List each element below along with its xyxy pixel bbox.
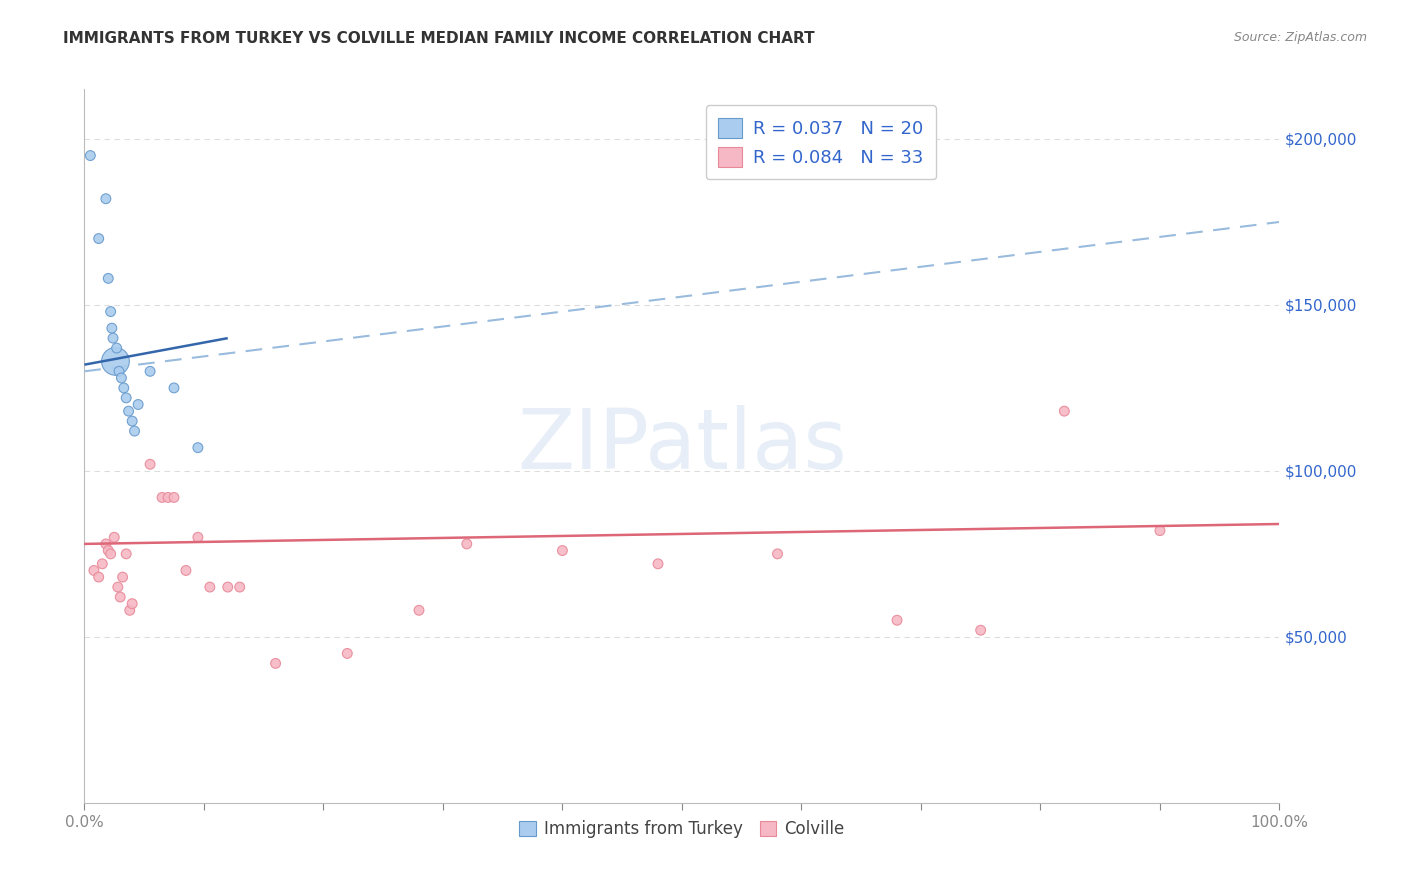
Point xyxy=(108,364,131,378)
Point xyxy=(163,381,186,395)
Point xyxy=(94,192,117,206)
Point xyxy=(336,647,359,661)
Point xyxy=(229,580,252,594)
Point xyxy=(112,381,135,395)
Point xyxy=(79,148,101,162)
Point xyxy=(107,580,129,594)
Point xyxy=(105,341,128,355)
Point xyxy=(139,364,162,378)
Point xyxy=(115,547,138,561)
Point xyxy=(97,271,120,285)
Point xyxy=(87,231,110,245)
Point xyxy=(97,543,120,558)
Text: Source: ZipAtlas.com: Source: ZipAtlas.com xyxy=(1233,31,1367,45)
Point xyxy=(766,547,789,561)
Point xyxy=(101,331,124,345)
Point xyxy=(91,557,114,571)
Text: IMMIGRANTS FROM TURKEY VS COLVILLE MEDIAN FAMILY INCOME CORRELATION CHART: IMMIGRANTS FROM TURKEY VS COLVILLE MEDIA… xyxy=(63,31,815,46)
Point xyxy=(101,321,124,335)
Point xyxy=(100,547,122,561)
Point xyxy=(111,570,134,584)
Point xyxy=(217,580,239,594)
Point xyxy=(127,397,149,411)
Point xyxy=(1053,404,1076,418)
Point xyxy=(198,580,221,594)
Point xyxy=(118,603,141,617)
Point xyxy=(94,537,117,551)
Point xyxy=(115,391,138,405)
Point xyxy=(121,597,143,611)
Point xyxy=(408,603,430,617)
Point xyxy=(121,414,143,428)
Point xyxy=(150,491,173,505)
Point xyxy=(139,457,162,471)
Point xyxy=(886,613,908,627)
Point xyxy=(1149,524,1171,538)
Point xyxy=(163,491,186,505)
Legend: Immigrants from Turkey, Colville: Immigrants from Turkey, Colville xyxy=(512,814,852,845)
Point xyxy=(117,404,139,418)
Point xyxy=(100,304,122,318)
Point xyxy=(647,557,669,571)
Point xyxy=(174,564,197,578)
Point xyxy=(110,590,132,604)
Point xyxy=(124,424,146,438)
Point xyxy=(104,354,127,368)
Point xyxy=(456,537,478,551)
Point xyxy=(157,491,180,505)
Point xyxy=(264,657,287,671)
Point xyxy=(87,570,110,584)
Text: ZIPatlas: ZIPatlas xyxy=(517,406,846,486)
Point xyxy=(551,543,574,558)
Point xyxy=(970,624,993,638)
Point xyxy=(187,530,209,544)
Point xyxy=(187,441,209,455)
Point xyxy=(110,371,132,385)
Point xyxy=(83,564,105,578)
Point xyxy=(103,530,125,544)
